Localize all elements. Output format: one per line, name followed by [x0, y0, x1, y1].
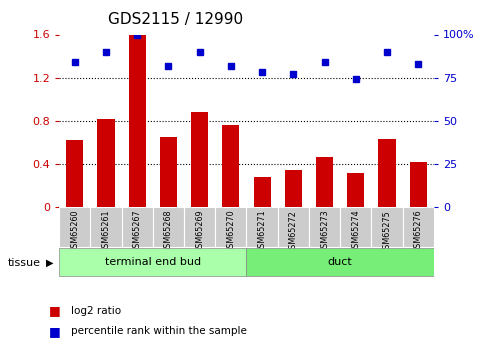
- Bar: [90, 207, 122, 247]
- Bar: [340, 207, 371, 247]
- Bar: [129, 34, 146, 207]
- Text: GSM65274: GSM65274: [352, 210, 360, 253]
- Bar: [246, 248, 434, 276]
- Bar: [285, 170, 302, 207]
- Bar: [278, 207, 309, 247]
- Text: GSM65260: GSM65260: [70, 210, 79, 253]
- Text: GSM65271: GSM65271: [258, 210, 267, 253]
- Text: GSM65276: GSM65276: [414, 210, 423, 253]
- Text: tissue: tissue: [7, 258, 40, 268]
- Text: GSM65267: GSM65267: [133, 210, 141, 253]
- Bar: [347, 172, 364, 207]
- Bar: [215, 207, 246, 247]
- Bar: [222, 125, 240, 207]
- Bar: [59, 207, 90, 247]
- Bar: [98, 119, 114, 207]
- Text: GSM65273: GSM65273: [320, 210, 329, 253]
- Bar: [403, 207, 434, 247]
- Bar: [371, 207, 403, 247]
- Bar: [410, 162, 427, 207]
- Bar: [66, 140, 83, 207]
- Text: GSM65268: GSM65268: [164, 210, 173, 253]
- Text: duct: duct: [328, 257, 352, 267]
- Bar: [59, 248, 246, 276]
- Text: GSM65270: GSM65270: [226, 210, 235, 253]
- Bar: [184, 207, 215, 247]
- Bar: [246, 207, 278, 247]
- Text: GDS2115 / 12990: GDS2115 / 12990: [108, 12, 244, 27]
- Text: terminal end bud: terminal end bud: [105, 257, 201, 267]
- Text: percentile rank within the sample: percentile rank within the sample: [71, 326, 247, 336]
- Text: GSM65275: GSM65275: [383, 210, 391, 254]
- Text: log2 ratio: log2 ratio: [71, 306, 122, 315]
- Text: ■: ■: [49, 304, 61, 317]
- Text: GSM65269: GSM65269: [195, 210, 204, 253]
- Text: ▶: ▶: [46, 258, 53, 268]
- Bar: [153, 207, 184, 247]
- Bar: [122, 207, 153, 247]
- Text: GSM65272: GSM65272: [289, 210, 298, 254]
- Text: GSM65261: GSM65261: [102, 210, 110, 253]
- Bar: [316, 157, 333, 207]
- Bar: [191, 112, 208, 207]
- Bar: [309, 207, 340, 247]
- Bar: [160, 137, 177, 207]
- Bar: [379, 139, 395, 207]
- Text: ■: ■: [49, 325, 61, 338]
- Bar: [253, 177, 271, 207]
